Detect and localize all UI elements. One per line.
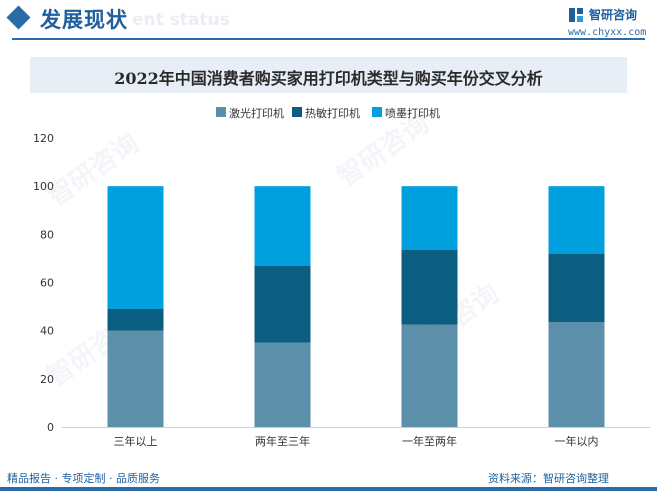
legend-label-thermal: 热敏打印机 bbox=[305, 107, 360, 120]
bar-segment bbox=[548, 253, 605, 323]
footer-source: 资料来源：智研咨询整理 bbox=[488, 472, 609, 485]
y-tick-label: 60 bbox=[40, 277, 54, 290]
y-tick-label: 120 bbox=[33, 132, 54, 145]
x-tick-label: 三年以上 bbox=[114, 434, 158, 448]
x-tick-label: 两年至三年 bbox=[255, 434, 310, 448]
legend-swatch-thermal bbox=[292, 107, 302, 117]
bar-segment bbox=[548, 186, 605, 254]
y-tick-label: 80 bbox=[40, 228, 54, 241]
y-tick-label: 40 bbox=[40, 325, 54, 338]
header-subtitle: ent status bbox=[132, 10, 230, 30]
page-title: 发展现状 bbox=[40, 8, 128, 32]
x-tick-label: 一年至两年 bbox=[402, 434, 457, 448]
y-tick-label: 20 bbox=[40, 373, 54, 386]
bar-segment bbox=[107, 330, 164, 427]
legend-swatch-inkjet bbox=[372, 107, 382, 117]
bar-segment bbox=[107, 308, 164, 331]
legend-label-laser: 激光打印机 bbox=[229, 107, 284, 120]
x-tick-label: 一年以内 bbox=[555, 434, 599, 448]
brand-name: 智研咨询 bbox=[589, 8, 638, 22]
header: ent status 发展现状 智研咨询 www.chyxx.com bbox=[0, 0, 657, 44]
chart-title: 2022年中国消费者购买家用打印机类型与购买年份交叉分析 bbox=[114, 69, 543, 88]
legend-swatch-laser bbox=[216, 107, 226, 117]
bar-segment bbox=[254, 186, 311, 266]
bar-segment bbox=[401, 249, 458, 325]
chart-title-box: 2022年中国消费者购买家用打印机类型与购买年份交叉分析 bbox=[30, 57, 627, 93]
bar-segment bbox=[254, 342, 311, 427]
chart-legend: 激光打印机 热敏打印机 喷墨打印机 bbox=[0, 105, 657, 123]
bar-segment bbox=[548, 322, 605, 427]
y-tick-label: 100 bbox=[33, 180, 54, 193]
bar-segment bbox=[107, 186, 164, 309]
legend-label-inkjet: 喷墨打印机 bbox=[385, 107, 440, 120]
header-divider bbox=[12, 38, 645, 40]
bar-segment bbox=[401, 324, 458, 427]
bar-segment bbox=[254, 265, 311, 343]
bar-segment bbox=[401, 186, 458, 250]
brand-logo-icon bbox=[569, 8, 583, 22]
footer-bar bbox=[0, 487, 657, 491]
y-tick-label: 0 bbox=[47, 421, 54, 434]
brand-url: www.chyxx.com bbox=[568, 27, 647, 38]
footer-slogan: 精品报告 · 专项定制 · 品质服务 bbox=[7, 472, 160, 485]
